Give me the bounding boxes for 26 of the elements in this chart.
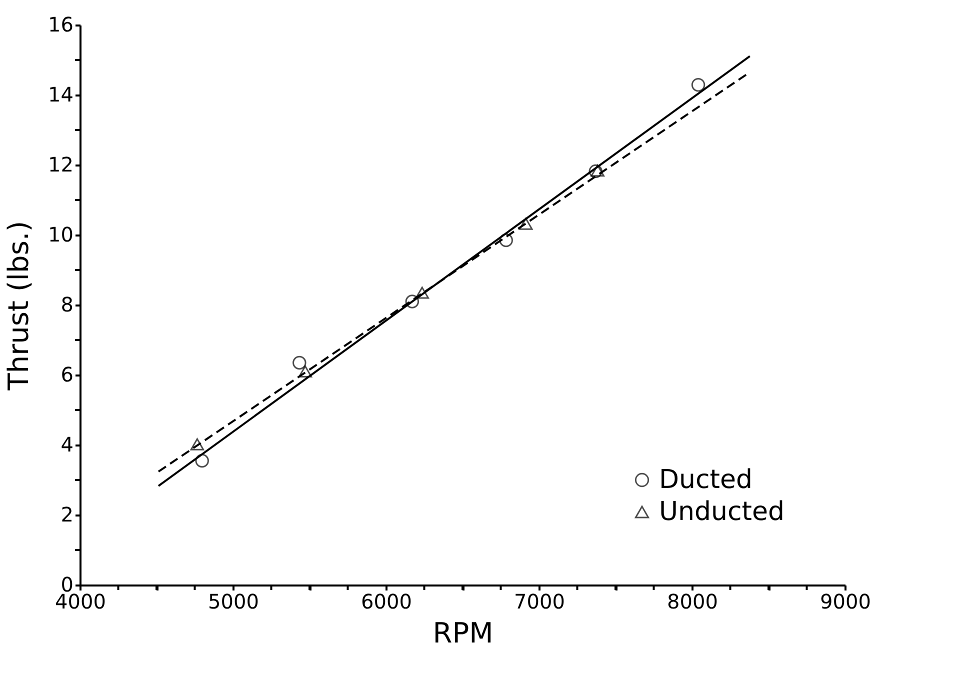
- legend-label: Ducted: [659, 465, 752, 495]
- x-tick-label: 5000: [208, 590, 259, 614]
- x-axis-title: RPM: [432, 616, 494, 650]
- point: [415, 286, 429, 299]
- y-tick-label: 8: [60, 292, 74, 316]
- point: [292, 356, 306, 370]
- x-tick-label: 6000: [361, 590, 412, 614]
- y-tick-label: 12: [48, 152, 74, 176]
- x-tick-label: 9000: [820, 590, 871, 614]
- y-tick-label: 14: [48, 82, 74, 106]
- point: [691, 78, 706, 92]
- point: [518, 218, 533, 230]
- y-tick-label: 6: [60, 362, 74, 386]
- point: [405, 294, 420, 308]
- x-tick-label: 8000: [667, 590, 718, 614]
- point: [499, 233, 513, 248]
- y-tick-label: 16: [48, 12, 74, 36]
- y-tick-label: 2: [60, 502, 74, 526]
- point: [298, 365, 312, 378]
- x-tick-label: 7000: [514, 590, 565, 614]
- y-axis-title: Thrust (lbs.): [2, 220, 36, 392]
- y-tick-label: 4: [60, 432, 74, 456]
- y-tick-label: 10: [48, 222, 74, 246]
- point: [190, 438, 204, 450]
- legend-label: Unducted: [659, 497, 784, 527]
- point: [195, 454, 209, 468]
